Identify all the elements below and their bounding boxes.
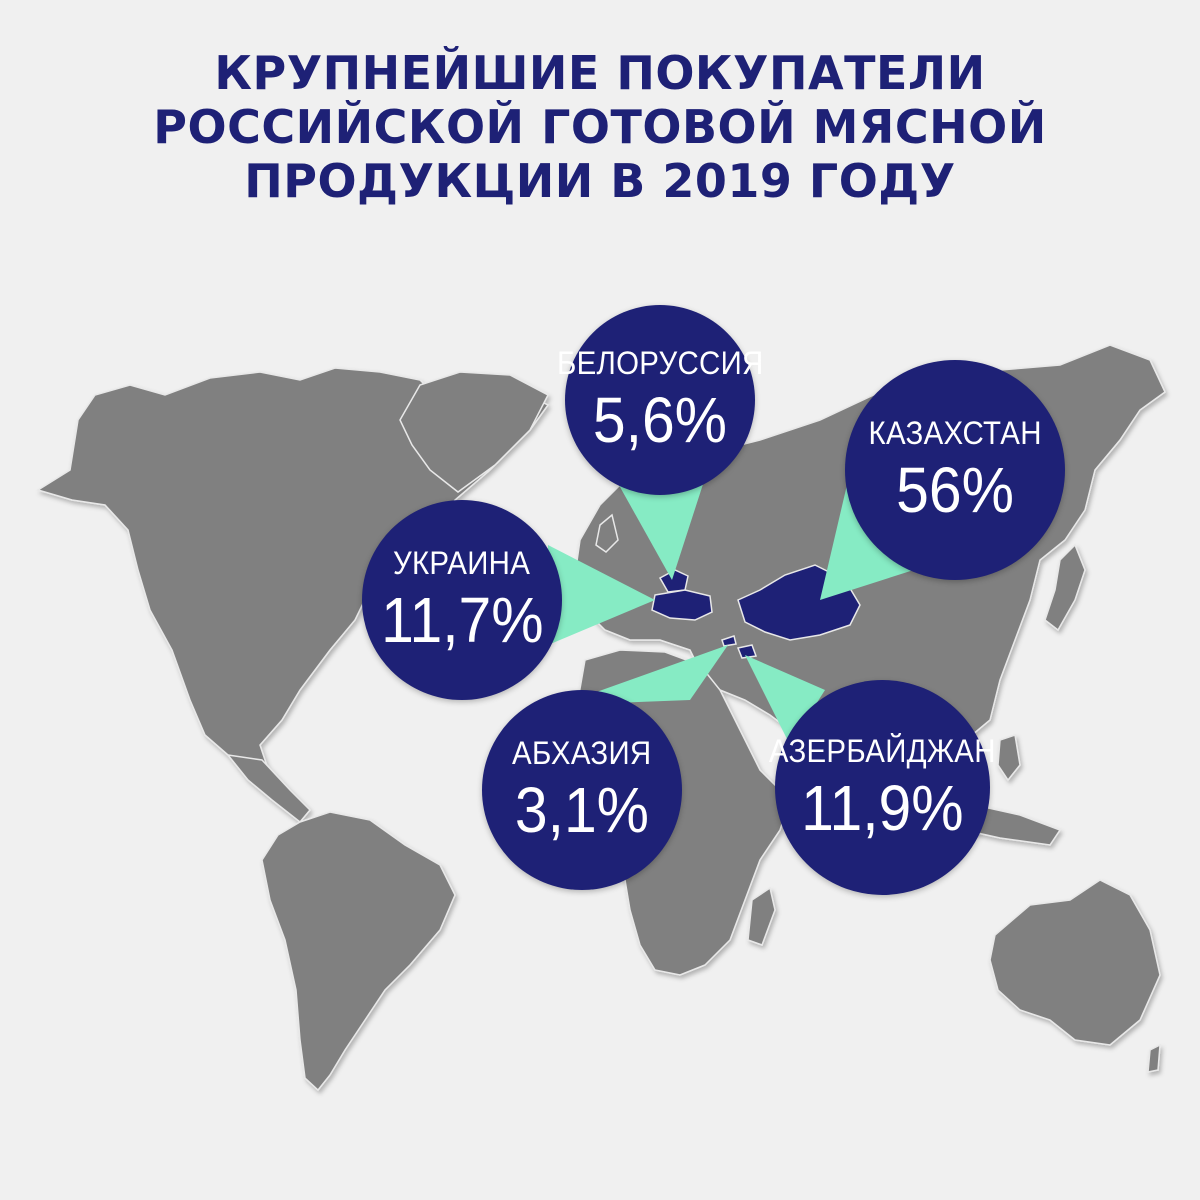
bubble-abkhazia: АБХАЗИЯ 3,1%	[482, 690, 682, 890]
abkhazia-shape	[721, 635, 737, 647]
bubble-share-value: 11,9%	[801, 771, 964, 844]
bubble-kazakhstan: КАЗАХСТАН 56%	[845, 360, 1065, 580]
new-zealand	[1147, 1043, 1161, 1073]
ukraine-shape	[651, 589, 713, 621]
australia	[989, 879, 1161, 1046]
pointer-belarus	[615, 478, 705, 580]
azerbaijan-shape	[736, 644, 758, 659]
greenland	[399, 371, 550, 493]
bubble-ukraine: УКРАИНА 11,7%	[362, 500, 562, 700]
title-line-1: КРУПНЕЙШИЕ ПОКУПАТЕЛИ	[214, 46, 986, 100]
bubble-country-label: КАЗАХСТАН	[868, 415, 1042, 451]
bubble-share-value: 11,7%	[380, 584, 544, 656]
pointer-abkhazia	[560, 645, 728, 705]
title-line-2: РОССИЙСКОЙ ГОТОВОЙ МЯСНОЙ	[153, 100, 1047, 154]
bubble-country-label: УКРАИНА	[393, 545, 531, 581]
bubble-share-value: 56%	[896, 454, 1014, 526]
bubble-country-label: АЗЕРБАЙДЖАН	[769, 732, 996, 769]
south-america	[261, 811, 456, 1092]
pointer-ukraine	[548, 545, 655, 645]
madagascar	[747, 886, 776, 946]
central-america	[226, 753, 312, 824]
philippines	[997, 734, 1021, 782]
japan	[1044, 543, 1086, 632]
bubble-azerbaijan: АЗЕРБАЙДЖАН 11,9%	[769, 680, 996, 895]
bubble-belarus: БЕЛОРУССИЯ 5,6%	[557, 305, 763, 495]
british-isles	[595, 513, 619, 553]
bubble-share-value: 3,1%	[514, 774, 650, 846]
title-line-3: ПРОДУКЦИИ В 2019 ГОДУ	[244, 154, 956, 208]
bubble-country-label: АБХАЗИЯ	[512, 735, 652, 771]
bubble-share-value: 5,6%	[592, 384, 728, 456]
infographic-title: КРУПНЕЙШИЕ ПОКУПАТЕЛИ РОССИЙСКОЙ ГОТОВОЙ…	[0, 46, 1200, 208]
bubble-country-label: БЕЛОРУССИЯ	[556, 345, 764, 381]
pointer-azerbaijan	[745, 655, 825, 745]
